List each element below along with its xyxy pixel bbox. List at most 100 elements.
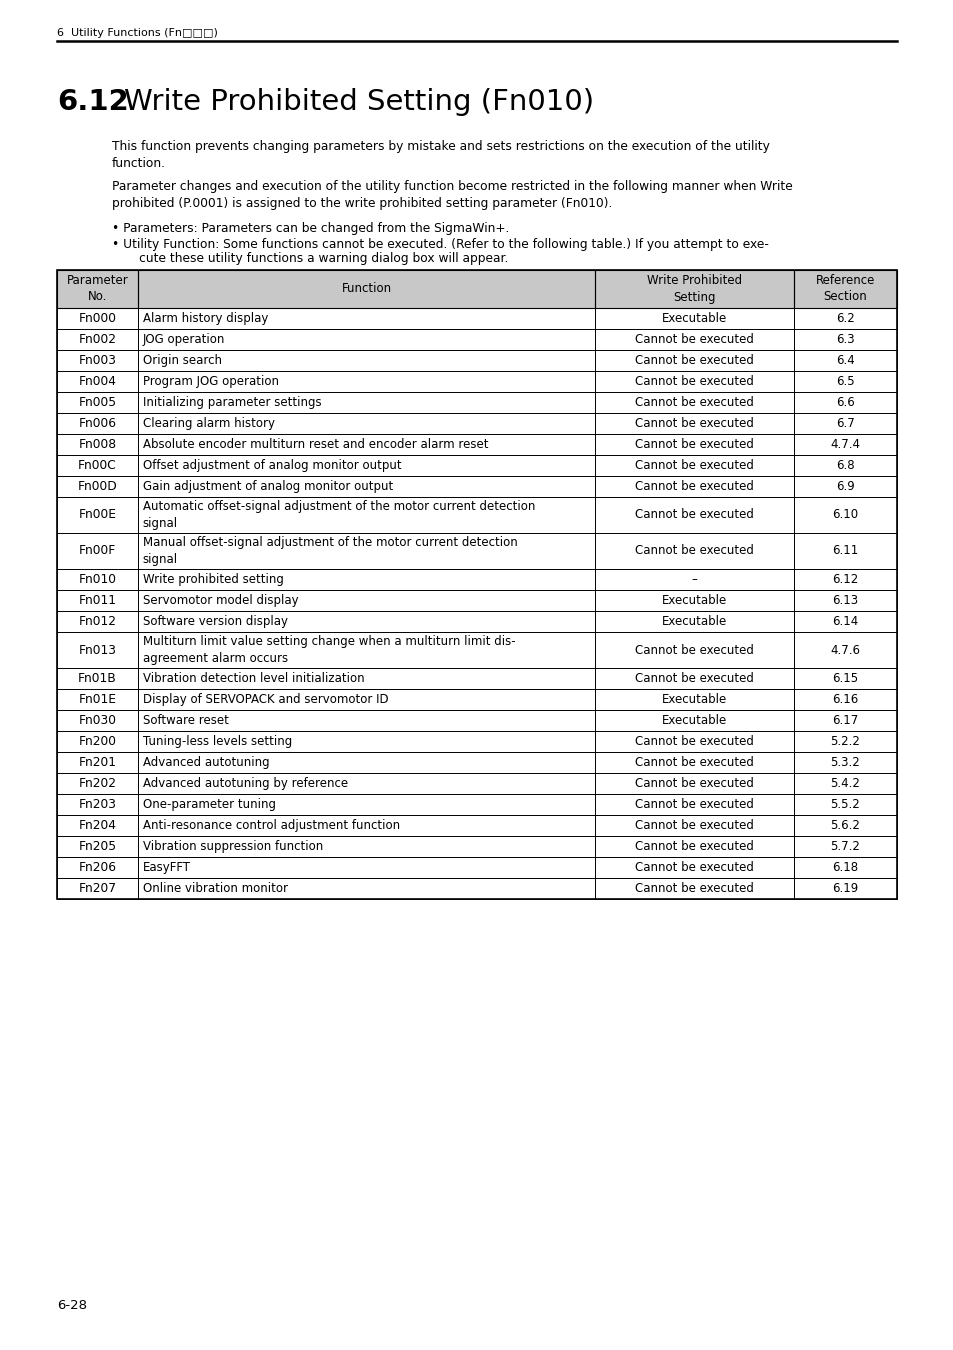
Bar [57,878,896,899]
Bar [793,612,896,632]
Bar [57,329,137,350]
Text: Fn010: Fn010 [78,572,116,586]
Bar [57,568,137,590]
Bar [595,392,793,413]
Bar [595,836,793,857]
Bar [137,350,595,371]
Text: Executable: Executable [661,714,726,728]
Bar [595,857,793,878]
Text: Cannot be executed: Cannot be executed [635,819,753,832]
Bar [57,433,896,455]
Bar [57,815,896,836]
Text: Executable: Executable [661,312,726,325]
Bar [57,612,896,632]
Bar [793,329,896,350]
Text: Vibration detection level initialization: Vibration detection level initialization [143,672,364,684]
Text: 6.2: 6.2 [835,312,854,325]
Text: Fn00E: Fn00E [78,509,116,521]
Text: Cannot be executed: Cannot be executed [635,417,753,431]
Bar [57,612,137,632]
Bar [57,568,896,590]
Bar [57,794,896,815]
Bar [57,350,137,371]
Text: Cannot be executed: Cannot be executed [635,481,753,493]
Bar [793,668,896,688]
Text: Multiturn limit value setting change when a multiturn limit dis-
agreement alarm: Multiturn limit value setting change whe… [143,636,515,664]
Bar [57,392,896,413]
Bar [793,533,896,568]
Bar [595,497,793,533]
Bar [793,815,896,836]
Bar [793,857,896,878]
Bar [57,857,137,878]
Text: Absolute encoder multiturn reset and encoder alarm reset: Absolute encoder multiturn reset and enc… [143,437,488,451]
Bar [57,836,896,857]
Text: Reference
Section: Reference Section [815,274,874,304]
Bar [57,710,896,730]
Bar [793,497,896,533]
Bar [595,632,793,668]
Text: Clearing alarm history: Clearing alarm history [143,417,274,431]
Bar [595,730,793,752]
Text: 6.7: 6.7 [835,417,854,431]
Text: Fn00C: Fn00C [78,459,116,472]
Text: 6.4: 6.4 [835,354,854,367]
Bar [57,688,896,710]
Bar [137,815,595,836]
Text: Vibration suppression function: Vibration suppression function [143,840,323,853]
Bar [57,878,137,899]
Text: 5.3.2: 5.3.2 [830,756,860,770]
Bar [595,568,793,590]
Bar [595,794,793,815]
Bar [57,688,137,710]
Text: Anti-resonance control adjustment function: Anti-resonance control adjustment functi… [143,819,399,832]
Bar [595,477,793,497]
Bar [793,433,896,455]
Text: Online vibration monitor: Online vibration monitor [143,882,288,895]
Bar [793,413,896,433]
Bar [137,371,595,392]
Text: Fn006: Fn006 [78,417,116,431]
Text: Fn202: Fn202 [78,778,116,790]
Text: Servomotor model display: Servomotor model display [143,594,298,608]
Text: 6.11: 6.11 [831,544,858,558]
Text: Advanced autotuning: Advanced autotuning [143,756,269,770]
Bar [595,308,793,329]
Bar [793,752,896,774]
Text: Manual offset-signal adjustment of the motor current detection
signal: Manual offset-signal adjustment of the m… [143,536,517,566]
Bar [57,371,137,392]
Bar [57,477,896,497]
Bar [137,590,595,612]
Text: Fn201: Fn201 [78,756,116,770]
Text: Executable: Executable [661,616,726,628]
Bar [57,710,137,730]
Text: Cannot be executed: Cannot be executed [635,333,753,346]
Text: Display of SERVOPACK and servomotor ID: Display of SERVOPACK and servomotor ID [143,693,388,706]
Text: 6.14: 6.14 [831,616,858,628]
Bar [57,533,896,568]
Text: 6.12: 6.12 [57,88,129,116]
Bar [793,710,896,730]
Text: Cannot be executed: Cannot be executed [635,840,753,853]
Text: Parameter
No.: Parameter No. [67,274,128,304]
Bar [57,392,137,413]
Bar [137,752,595,774]
Text: 4.7.4: 4.7.4 [830,437,860,451]
Bar [137,568,595,590]
Text: Fn00F: Fn00F [79,544,116,558]
Text: 6.18: 6.18 [832,861,858,873]
Text: Cannot be executed: Cannot be executed [635,375,753,387]
Bar [793,392,896,413]
Bar [57,730,137,752]
Text: Fn207: Fn207 [78,882,116,895]
Bar [137,270,595,308]
Bar [137,688,595,710]
Bar [793,308,896,329]
Bar [137,392,595,413]
Bar [57,455,896,477]
Text: cute these utility functions a warning dialog box will appear.: cute these utility functions a warning d… [112,252,508,265]
Bar [137,668,595,688]
Text: Fn00D: Fn00D [77,481,117,493]
Text: Origin search: Origin search [143,354,222,367]
Bar [57,371,896,392]
